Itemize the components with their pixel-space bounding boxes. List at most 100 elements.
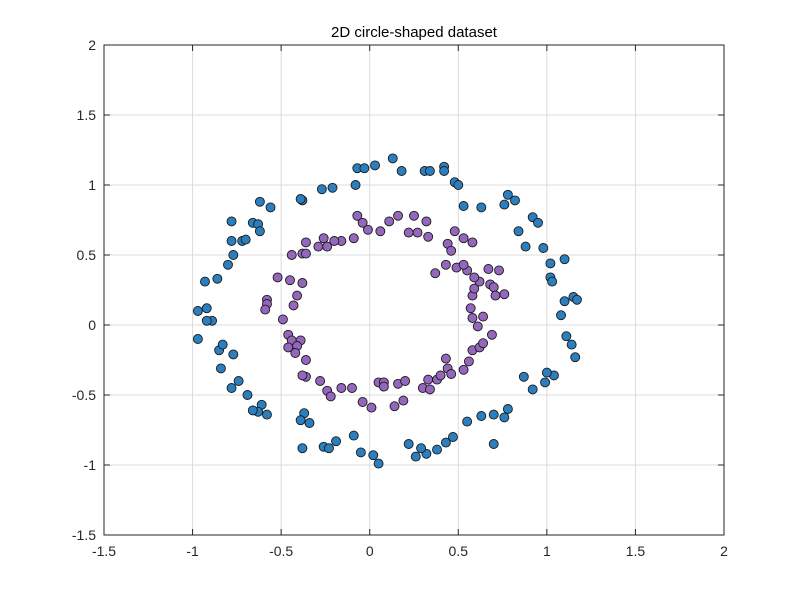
data-point bbox=[240, 234, 251, 245]
data-point bbox=[212, 273, 223, 284]
data-point bbox=[446, 369, 457, 379]
data-point bbox=[502, 404, 513, 414]
data-point bbox=[488, 409, 499, 420]
data-point bbox=[254, 196, 265, 207]
y-tick-label: 0 bbox=[88, 317, 96, 333]
data-point bbox=[347, 383, 357, 393]
data-point bbox=[387, 153, 398, 164]
data-point bbox=[366, 402, 377, 413]
data-point bbox=[355, 447, 366, 458]
data-point bbox=[463, 356, 474, 367]
x-tick-label: 0 bbox=[366, 543, 374, 559]
data-point bbox=[389, 401, 400, 412]
data-point bbox=[403, 439, 414, 449]
data-point bbox=[465, 303, 476, 314]
x-tick-label: -1.5 bbox=[92, 543, 116, 559]
data-point bbox=[329, 236, 340, 246]
data-point bbox=[327, 182, 338, 193]
data-point bbox=[228, 250, 239, 260]
data-point bbox=[288, 300, 299, 311]
data-point bbox=[462, 416, 473, 427]
x-tick-label: 1 bbox=[543, 543, 551, 559]
plot-area bbox=[104, 45, 724, 535]
data-point bbox=[226, 216, 237, 227]
data-point bbox=[362, 224, 373, 235]
x-tick-labels: -1.5 -1 -0.5 0 0.5 1 1.5 2 bbox=[92, 543, 728, 559]
data-point bbox=[226, 236, 237, 246]
data-point bbox=[440, 437, 451, 448]
data-point bbox=[440, 353, 451, 364]
y-tick-label: 0.5 bbox=[77, 247, 97, 263]
data-point bbox=[318, 233, 329, 244]
data-point bbox=[297, 278, 308, 288]
data-point bbox=[412, 227, 423, 238]
data-point bbox=[324, 443, 334, 454]
data-point bbox=[570, 352, 581, 363]
data-point bbox=[247, 405, 258, 416]
data-point bbox=[254, 226, 265, 237]
data-point bbox=[469, 272, 480, 283]
data-point bbox=[432, 444, 442, 455]
data-point bbox=[478, 311, 489, 322]
series-1 bbox=[192, 153, 582, 469]
data-point bbox=[488, 439, 499, 449]
data-point bbox=[215, 363, 226, 374]
chart-title: 2D circle-shaped dataset bbox=[331, 24, 498, 41]
data-point bbox=[472, 321, 483, 332]
data-point bbox=[297, 443, 308, 454]
data-point bbox=[467, 237, 478, 248]
data-point bbox=[285, 275, 295, 286]
data-point bbox=[313, 241, 324, 252]
tick-marks bbox=[103, 44, 725, 536]
data-point bbox=[368, 450, 379, 461]
data-point bbox=[228, 349, 239, 360]
data-points bbox=[192, 153, 582, 469]
data-point bbox=[453, 180, 464, 190]
data-point bbox=[527, 384, 538, 395]
data-point bbox=[467, 313, 478, 323]
data-point bbox=[223, 259, 233, 270]
data-point bbox=[201, 315, 212, 326]
data-point bbox=[538, 243, 549, 253]
data-point bbox=[446, 245, 457, 256]
data-point bbox=[384, 216, 395, 227]
data-point bbox=[566, 339, 577, 350]
data-point bbox=[357, 217, 368, 228]
data-point bbox=[556, 310, 566, 321]
data-point bbox=[378, 381, 389, 392]
data-point bbox=[458, 201, 469, 211]
data-point bbox=[304, 418, 315, 428]
data-point bbox=[423, 374, 434, 385]
data-point bbox=[233, 376, 244, 386]
data-point bbox=[295, 415, 306, 426]
y-tick-label: -0.5 bbox=[72, 387, 96, 403]
data-point bbox=[424, 384, 435, 395]
data-point bbox=[322, 241, 333, 252]
data-point bbox=[403, 227, 414, 238]
data-point bbox=[290, 348, 301, 358]
data-point bbox=[476, 411, 487, 421]
data-point bbox=[547, 276, 558, 287]
data-point bbox=[513, 226, 524, 237]
data-point bbox=[533, 217, 543, 228]
data-point bbox=[370, 160, 380, 171]
x-tick-label: -1 bbox=[186, 543, 199, 559]
data-point bbox=[217, 339, 228, 350]
data-point bbox=[499, 412, 510, 423]
data-point bbox=[448, 432, 458, 442]
data-point bbox=[336, 383, 347, 393]
data-point bbox=[283, 342, 294, 353]
data-point bbox=[449, 226, 460, 237]
data-point bbox=[499, 199, 510, 210]
data-point bbox=[469, 283, 480, 294]
data-point bbox=[440, 259, 451, 270]
data-point bbox=[499, 289, 510, 300]
data-point bbox=[300, 248, 311, 259]
data-point bbox=[435, 370, 446, 381]
data-point bbox=[265, 202, 276, 213]
data-point bbox=[409, 210, 419, 221]
data-point bbox=[572, 294, 582, 305]
data-point bbox=[400, 376, 411, 386]
data-point bbox=[478, 338, 489, 349]
